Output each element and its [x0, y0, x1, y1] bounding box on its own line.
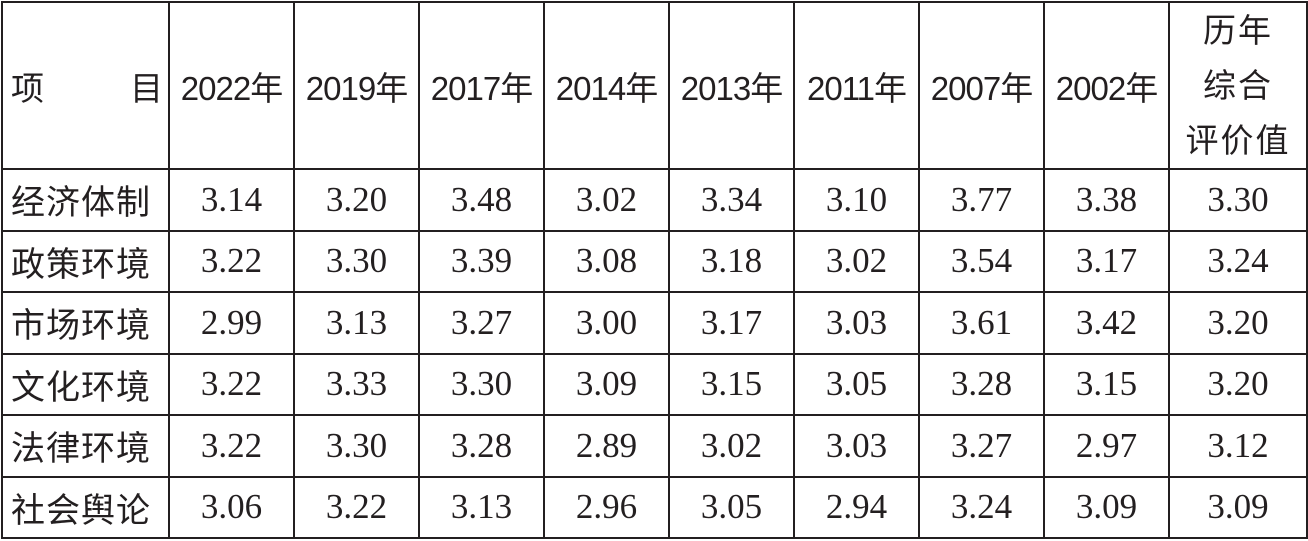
value-cell: 3.00: [543, 291, 670, 355]
value-cell: 2.96: [543, 475, 670, 539]
value-cell: 3.17: [1043, 229, 1170, 293]
value-cell: 3.30: [293, 229, 420, 293]
value-cell: 3.09: [1043, 475, 1170, 539]
summary-column-header: 历年 综合 评价值: [1168, 1, 1308, 170]
item-header-left: 项: [11, 69, 44, 107]
year-header: 2013年: [668, 1, 795, 170]
value-cell: 3.30: [418, 352, 545, 416]
value-cell: 3.54: [918, 229, 1045, 293]
value-cell: 3.02: [668, 414, 795, 478]
row-label: 社会舆论: [1, 475, 170, 539]
value-cell: 3.15: [1043, 352, 1170, 416]
value-cell: 3.18: [668, 229, 795, 293]
summary-value-cell: 3.30: [1168, 168, 1308, 232]
value-cell: 3.05: [668, 475, 795, 539]
value-cell: 2.97: [1043, 414, 1170, 478]
value-cell: 3.14: [168, 168, 295, 232]
year-header: 2017年: [418, 1, 545, 170]
value-cell: 3.22: [168, 229, 295, 293]
value-cell: 3.10: [793, 168, 920, 232]
summary-value-cell: 3.20: [1168, 291, 1308, 355]
row-label: 法律环境: [1, 414, 170, 478]
item-column-header: 项 目: [1, 1, 170, 170]
summary-value-cell: 3.12: [1168, 414, 1308, 478]
year-header: 2011年: [793, 1, 920, 170]
table-row: 政策环境 3.22 3.30 3.39 3.08 3.18 3.02 3.54 3.17 3.24: [1, 229, 1308, 293]
value-cell: 3.39: [418, 229, 545, 293]
value-cell: 3.08: [543, 229, 670, 293]
table-row: 法律环境 3.22 3.30 3.28 2.89 3.02 3.03 3.27 2.97 3.12: [1, 414, 1308, 478]
summary-header-line: 历年: [1203, 12, 1273, 49]
value-cell: 3.20: [293, 168, 420, 232]
value-cell: 3.17: [668, 291, 795, 355]
value-cell: 3.05: [793, 352, 920, 416]
row-label: 政策环境: [1, 229, 170, 293]
row-label: 经济体制: [1, 168, 170, 232]
value-cell: 2.99: [168, 291, 295, 355]
value-cell: 3.77: [918, 168, 1045, 232]
table-row: 市场环境 2.99 3.13 3.27 3.00 3.17 3.03 3.61 3.42 3.20: [1, 291, 1308, 355]
table-body: 经济体制 3.14 3.20 3.48 3.02 3.34 3.10 3.77 3.38 3.30…: [1, 168, 1308, 539]
value-cell: 3.13: [293, 291, 420, 355]
value-cell: 3.48: [418, 168, 545, 232]
value-cell: 3.02: [793, 229, 920, 293]
value-cell: 3.02: [543, 168, 670, 232]
year-header: 2022年: [168, 1, 295, 170]
year-header: 2002年: [1043, 1, 1170, 170]
summary-value-cell: 3.24: [1168, 229, 1308, 293]
value-cell: 3.27: [418, 291, 545, 355]
table-row: 经济体制 3.14 3.20 3.48 3.02 3.34 3.10 3.77 3.38 3.30: [1, 168, 1308, 232]
summary-value-cell: 3.09: [1168, 475, 1308, 539]
header-row: 项 目 2022年 2019年 2017年 2014年 2013年 2011年 …: [1, 1, 1308, 170]
value-cell: 2.89: [543, 414, 670, 478]
value-cell: 3.28: [418, 414, 545, 478]
table-row: 文化环境 3.22 3.33 3.30 3.09 3.15 3.05 3.28 3.15 3.20: [1, 352, 1308, 416]
summary-header-line: 综合: [1203, 67, 1273, 104]
row-label: 文化环境: [1, 352, 170, 416]
value-cell: 3.22: [168, 352, 295, 416]
year-header: 2007年: [918, 1, 1045, 170]
value-cell: 3.13: [418, 475, 545, 539]
year-header: 2014年: [543, 1, 670, 170]
value-cell: 3.33: [293, 352, 420, 416]
row-label: 市场环境: [1, 291, 170, 355]
value-cell: 3.34: [668, 168, 795, 232]
value-cell: 3.38: [1043, 168, 1170, 232]
value-cell: 3.28: [918, 352, 1045, 416]
value-cell: 3.61: [918, 291, 1045, 355]
value-cell: 3.27: [918, 414, 1045, 478]
item-header-right: 目: [130, 69, 163, 107]
value-cell: 3.15: [668, 352, 795, 416]
table-row: 社会舆论 3.06 3.22 3.13 2.96 3.05 2.94 3.24 3.09 3.09: [1, 475, 1308, 539]
value-cell: 3.22: [168, 414, 295, 478]
value-cell: 3.42: [1043, 291, 1170, 355]
value-cell: 3.06: [168, 475, 295, 539]
value-cell: 3.09: [543, 352, 670, 416]
summary-header-line: 评价值: [1185, 122, 1291, 159]
value-cell: 3.22: [293, 475, 420, 539]
value-cell: 3.03: [793, 414, 920, 478]
year-header: 2019年: [293, 1, 420, 170]
value-cell: 3.30: [293, 414, 420, 478]
value-cell: 3.24: [918, 475, 1045, 539]
value-cell: 3.03: [793, 291, 920, 355]
summary-value-cell: 3.20: [1168, 352, 1308, 416]
value-cell: 2.94: [793, 475, 920, 539]
